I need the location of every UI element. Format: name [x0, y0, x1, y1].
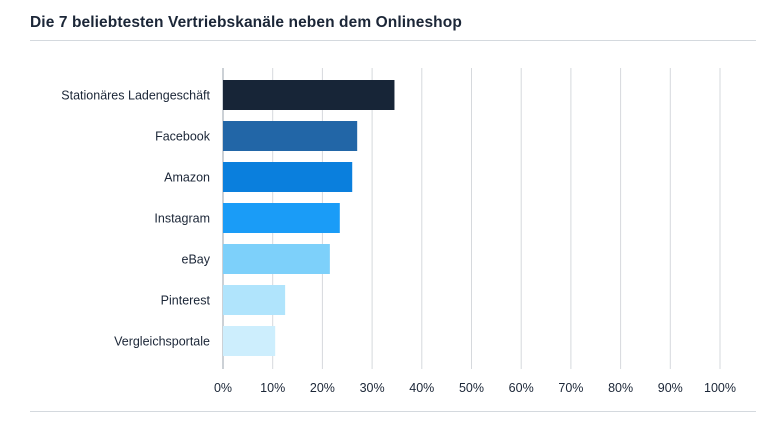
bar — [223, 121, 358, 151]
x-tick-label: 20% — [310, 381, 335, 395]
x-tick-label: 100% — [704, 381, 736, 395]
x-tick-label: 50% — [459, 381, 484, 395]
title-divider — [30, 40, 756, 41]
x-tick-label: 10% — [260, 381, 285, 395]
bar — [223, 203, 340, 233]
category-label: Facebook — [155, 130, 211, 144]
bar — [223, 326, 276, 356]
x-tick-label: 70% — [558, 381, 583, 395]
category-labels: Stationäres Ladengeschäft Facebook Amazon I… — [61, 89, 210, 349]
category-label: Pinterest — [161, 294, 211, 308]
category-label: Stationäres Ladengeschäft — [61, 89, 210, 103]
bar — [223, 285, 286, 315]
bar — [223, 80, 395, 110]
x-tick-label: 30% — [360, 381, 385, 395]
bar — [223, 244, 330, 274]
category-label: Instagram — [154, 212, 210, 226]
category-label: eBay — [182, 253, 211, 267]
x-tick-label: 90% — [658, 381, 683, 395]
chart-title: Die 7 beliebtesten Vertriebskanäle neben… — [30, 14, 462, 31]
x-tick-label: 40% — [409, 381, 434, 395]
bars — [223, 80, 395, 356]
bottom-divider — [30, 411, 756, 412]
x-tick-label: 0% — [214, 381, 232, 395]
category-label: Amazon — [164, 171, 210, 185]
category-label: Vergleichsportale — [114, 335, 210, 349]
x-tick-labels: 0% 10% 20% 30% 40% 50% 60% 70% 80% 90% 100% — [214, 381, 736, 395]
x-tick-label: 60% — [509, 381, 534, 395]
bar — [223, 162, 353, 192]
x-tick-label: 80% — [608, 381, 633, 395]
